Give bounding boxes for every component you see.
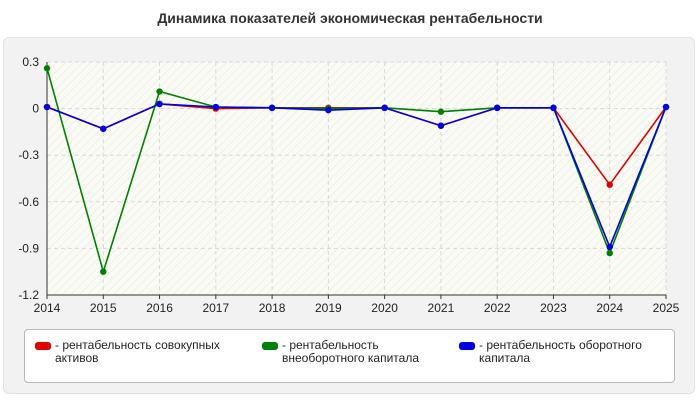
x-tick-label: 2022	[484, 301, 511, 315]
y-tick-label: -0.6	[18, 195, 39, 209]
y-tick-label: 0	[32, 102, 39, 116]
data-point[interactable]	[493, 104, 501, 112]
legend: - рентабельность совокупных активов - ре…	[24, 329, 675, 383]
y-tick-label: -1.2	[18, 288, 39, 302]
legend-swatch-red	[35, 342, 51, 350]
legend-label: - рентабельность внеоборотного капитала	[282, 338, 419, 365]
data-point[interactable]	[550, 104, 557, 112]
data-point[interactable]	[437, 108, 445, 115]
data-point[interactable]	[43, 103, 51, 111]
x-tick-label: 2016	[146, 301, 173, 315]
data-point[interactable]	[606, 249, 613, 257]
y-tick-label: -0.3	[18, 148, 39, 162]
legend-label: - рентабельность совокупных активов	[55, 338, 220, 365]
plot-area	[47, 62, 666, 295]
data-point[interactable]	[43, 65, 51, 72]
data-point[interactable]	[156, 88, 163, 95]
data-point[interactable]	[606, 243, 613, 251]
x-tick-label: 2018	[259, 301, 286, 315]
x-tick-labels: 2014 2015 2016 2017 2018 2019 2020 2021 2022 2023…	[34, 301, 680, 315]
x-tick-label: 2015	[90, 301, 117, 315]
data-point[interactable]	[325, 106, 332, 114]
data-point[interactable]	[662, 103, 670, 111]
x-tick-label: 2024	[596, 301, 623, 315]
x-tick-label: 2025	[653, 301, 680, 315]
data-series	[43, 65, 670, 275]
legend-swatch-green	[262, 342, 278, 350]
x-tick-label: 2017	[202, 301, 229, 315]
data-point[interactable]	[381, 104, 388, 112]
chart-title: Динамика показателей экономическая рента…	[157, 10, 543, 26]
data-point[interactable]	[100, 268, 107, 275]
y-tick-label: -0.9	[18, 241, 39, 255]
y-tick-labels: 0.3 0 -0.3 -0.6 -0.9 -1.2	[18, 55, 39, 302]
data-point[interactable]	[437, 122, 445, 129]
x-tick-label: 2014	[34, 301, 61, 315]
line-chart: 2014 2015 2016 2017 2018 2019 2020 2021 2022 2023…	[18, 55, 680, 315]
data-point[interactable]	[156, 100, 163, 108]
legend-swatch-blue	[459, 342, 475, 350]
data-point[interactable]	[212, 103, 220, 111]
legend-label: - рентабельность оборотного капитала	[479, 338, 642, 365]
axes	[46, 62, 667, 299]
data-point[interactable]	[268, 104, 276, 112]
data-point[interactable]	[606, 181, 613, 188]
x-tick-label: 2019	[315, 301, 342, 315]
y-tick-label: 0.3	[22, 55, 39, 69]
series-line-2	[46, 103, 667, 249]
data-point[interactable]	[100, 125, 107, 132]
x-tick-label: 2020	[371, 301, 398, 315]
x-tick-label: 2021	[428, 301, 455, 315]
x-tick-label: 2023	[540, 301, 567, 315]
